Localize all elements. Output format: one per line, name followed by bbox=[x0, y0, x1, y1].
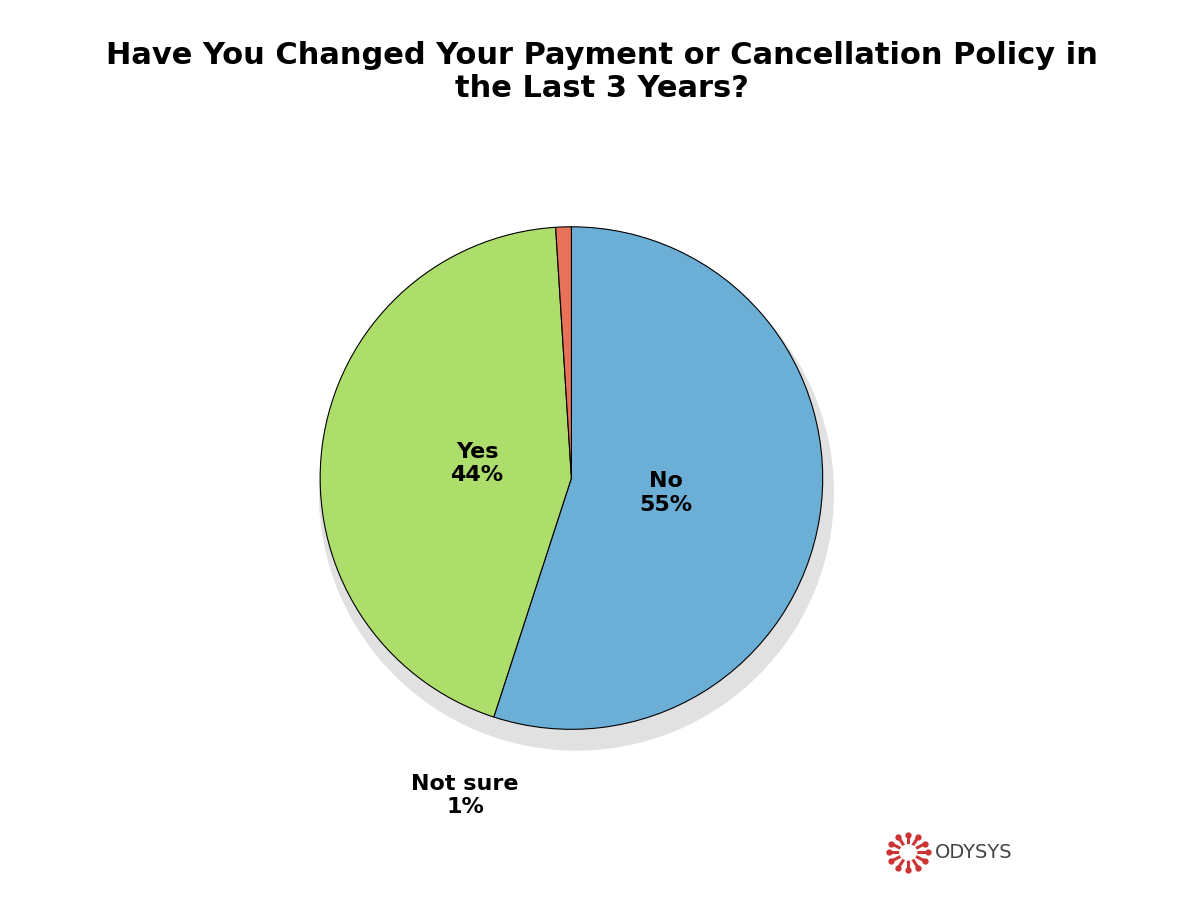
Circle shape bbox=[900, 845, 917, 860]
Text: No
55%: No 55% bbox=[639, 472, 692, 515]
Text: Have You Changed Your Payment or Cancellation Policy in
the Last 3 Years?: Have You Changed Your Payment or Cancell… bbox=[106, 41, 1097, 103]
Wedge shape bbox=[320, 227, 571, 717]
Text: ODYSYS: ODYSYS bbox=[936, 842, 1013, 862]
Text: Yes
44%: Yes 44% bbox=[451, 441, 504, 484]
Text: Not sure
1%: Not sure 1% bbox=[411, 774, 518, 817]
Ellipse shape bbox=[319, 235, 834, 750]
Wedge shape bbox=[493, 226, 823, 730]
Wedge shape bbox=[556, 226, 571, 478]
